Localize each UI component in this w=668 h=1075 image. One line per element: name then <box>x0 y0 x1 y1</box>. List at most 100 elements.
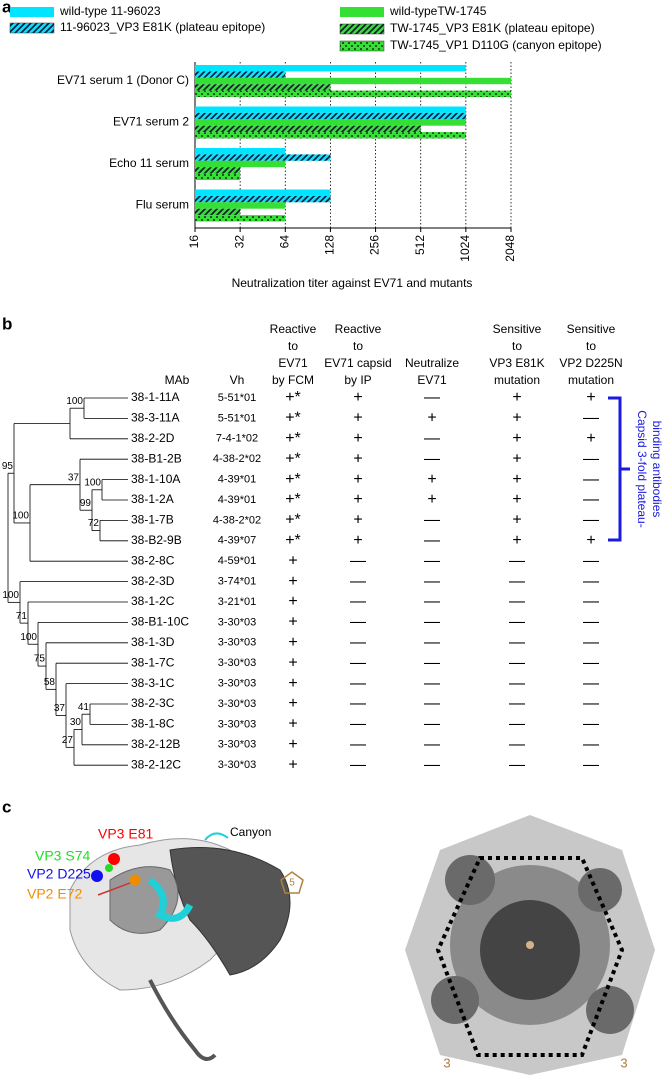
table-cell: — <box>424 695 440 712</box>
table-cell: — <box>583 573 599 590</box>
threefold-label: 3 <box>620 1055 627 1070</box>
bootstrap-value: 100 <box>2 590 19 601</box>
table-cell: — <box>583 491 599 508</box>
bracket-label: Capsid 3-fold plateau- <box>635 410 649 527</box>
table-cell: + <box>288 756 297 773</box>
table-cell: — <box>424 614 440 631</box>
table-cell: — <box>583 716 599 733</box>
table-cell: — <box>424 430 440 447</box>
table-cell: — <box>583 614 599 631</box>
legend-label: TW-1745_VP1 D110G (canyon epitope) <box>390 38 602 52</box>
mab-name: 38-3-1C <box>131 676 175 690</box>
bar <box>195 65 466 72</box>
column-header: Vh <box>230 373 245 387</box>
column-header: MAb <box>165 373 190 387</box>
table-cell: 3-30*03 <box>218 637 257 649</box>
table-cell: — <box>424 389 440 406</box>
bar <box>195 90 511 97</box>
table-cell: +* <box>285 450 301 467</box>
column-header: Sensitive <box>493 322 542 336</box>
table-cell: — <box>509 573 525 590</box>
table-cell: + <box>512 389 521 406</box>
table-cell: 7-4-1*02 <box>216 433 258 445</box>
table-cell: — <box>424 573 440 590</box>
bar <box>195 167 241 174</box>
table-cell: 3-30*03 <box>218 739 257 751</box>
bootstrap-value: 27 <box>62 735 74 746</box>
table-cell: + <box>353 389 362 406</box>
bootstrap-value: 95 <box>2 461 14 472</box>
mab-name: 38-2-3D <box>131 574 175 588</box>
column-header: by FCM <box>272 373 314 387</box>
table-cell: 4-39*07 <box>218 535 257 547</box>
bar <box>195 202 286 209</box>
bootstrap-value: 37 <box>54 703 66 714</box>
table-cell: + <box>288 654 297 671</box>
x-tick-label: 64 <box>277 235 291 249</box>
column-header: Sensitive <box>567 322 616 336</box>
bar <box>195 154 331 161</box>
table-cell: + <box>353 410 362 427</box>
bar <box>195 173 241 180</box>
bracket-label: binding antibodies <box>650 421 664 518</box>
table-cell: + <box>353 450 362 467</box>
table-cell: + <box>586 389 595 406</box>
table-cell: 3-30*03 <box>218 759 257 771</box>
table-cell: 4-59*01 <box>218 555 257 567</box>
x-tick-label: 512 <box>413 235 427 255</box>
capsid-surface <box>405 815 655 1075</box>
table-cell: +* <box>285 410 301 427</box>
table-cell: + <box>353 430 362 447</box>
table-cell: + <box>288 552 297 569</box>
table-cell: — <box>350 756 366 773</box>
bootstrap-value: 99 <box>80 498 92 509</box>
mab-name: 38-2-2D <box>131 431 175 445</box>
mab-name: 38-1-8C <box>131 717 175 731</box>
column-header: to <box>353 339 363 353</box>
table-cell: +* <box>285 532 301 549</box>
table-cell: 5-51*01 <box>218 412 257 424</box>
table-cell: — <box>350 614 366 631</box>
bootstrap-value: 71 <box>16 611 28 622</box>
mab-name: 38-2-8C <box>131 553 175 567</box>
column-header: mutation <box>568 373 614 387</box>
y-tick-label: EV71 serum 1 (Donor C) <box>57 73 189 87</box>
bar <box>195 112 466 120</box>
mab-name: 38-B2-9B <box>131 533 182 547</box>
column-header: VP3 E81K <box>489 356 544 370</box>
legend-swatch <box>10 7 54 17</box>
mab-name: 38-B1-2B <box>131 451 182 465</box>
column-header: mutation <box>494 373 540 387</box>
column-header: Neutralize <box>405 356 459 370</box>
bootstrap-value: 72 <box>88 518 100 529</box>
bar <box>195 208 241 216</box>
bootstrap-value: 58 <box>44 677 56 688</box>
table-cell: — <box>509 654 525 671</box>
legend-label: TW-1745_VP3 E81K (plateau epitope) <box>390 21 595 35</box>
table-cell: 5-51*01 <box>218 392 257 404</box>
table-cell: — <box>424 450 440 467</box>
column-header: EV71 <box>278 356 308 370</box>
y-tick-label: EV71 serum 2 <box>113 115 189 129</box>
table-cell: 4-38-2*02 <box>213 514 261 526</box>
table-cell: +* <box>285 491 301 508</box>
mab-name: 38-1-7C <box>131 655 175 669</box>
table-cell: — <box>509 675 525 692</box>
mab-name: 38-3-11A <box>131 411 179 425</box>
x-tick-label: 256 <box>368 235 382 255</box>
panel-label: b <box>2 314 12 333</box>
table-cell: + <box>288 695 297 712</box>
table-cell: + <box>288 736 297 753</box>
bar <box>195 106 466 113</box>
table-cell: + <box>353 491 362 508</box>
table-cell: — <box>509 614 525 631</box>
table-cell: + <box>288 675 297 692</box>
bar <box>195 189 331 196</box>
table-cell: — <box>350 654 366 671</box>
table-cell: + <box>512 450 521 467</box>
bar <box>195 160 286 168</box>
mab-name: 38-1-3D <box>131 635 175 649</box>
table-cell: — <box>509 736 525 753</box>
protein-structure <box>69 832 304 1061</box>
